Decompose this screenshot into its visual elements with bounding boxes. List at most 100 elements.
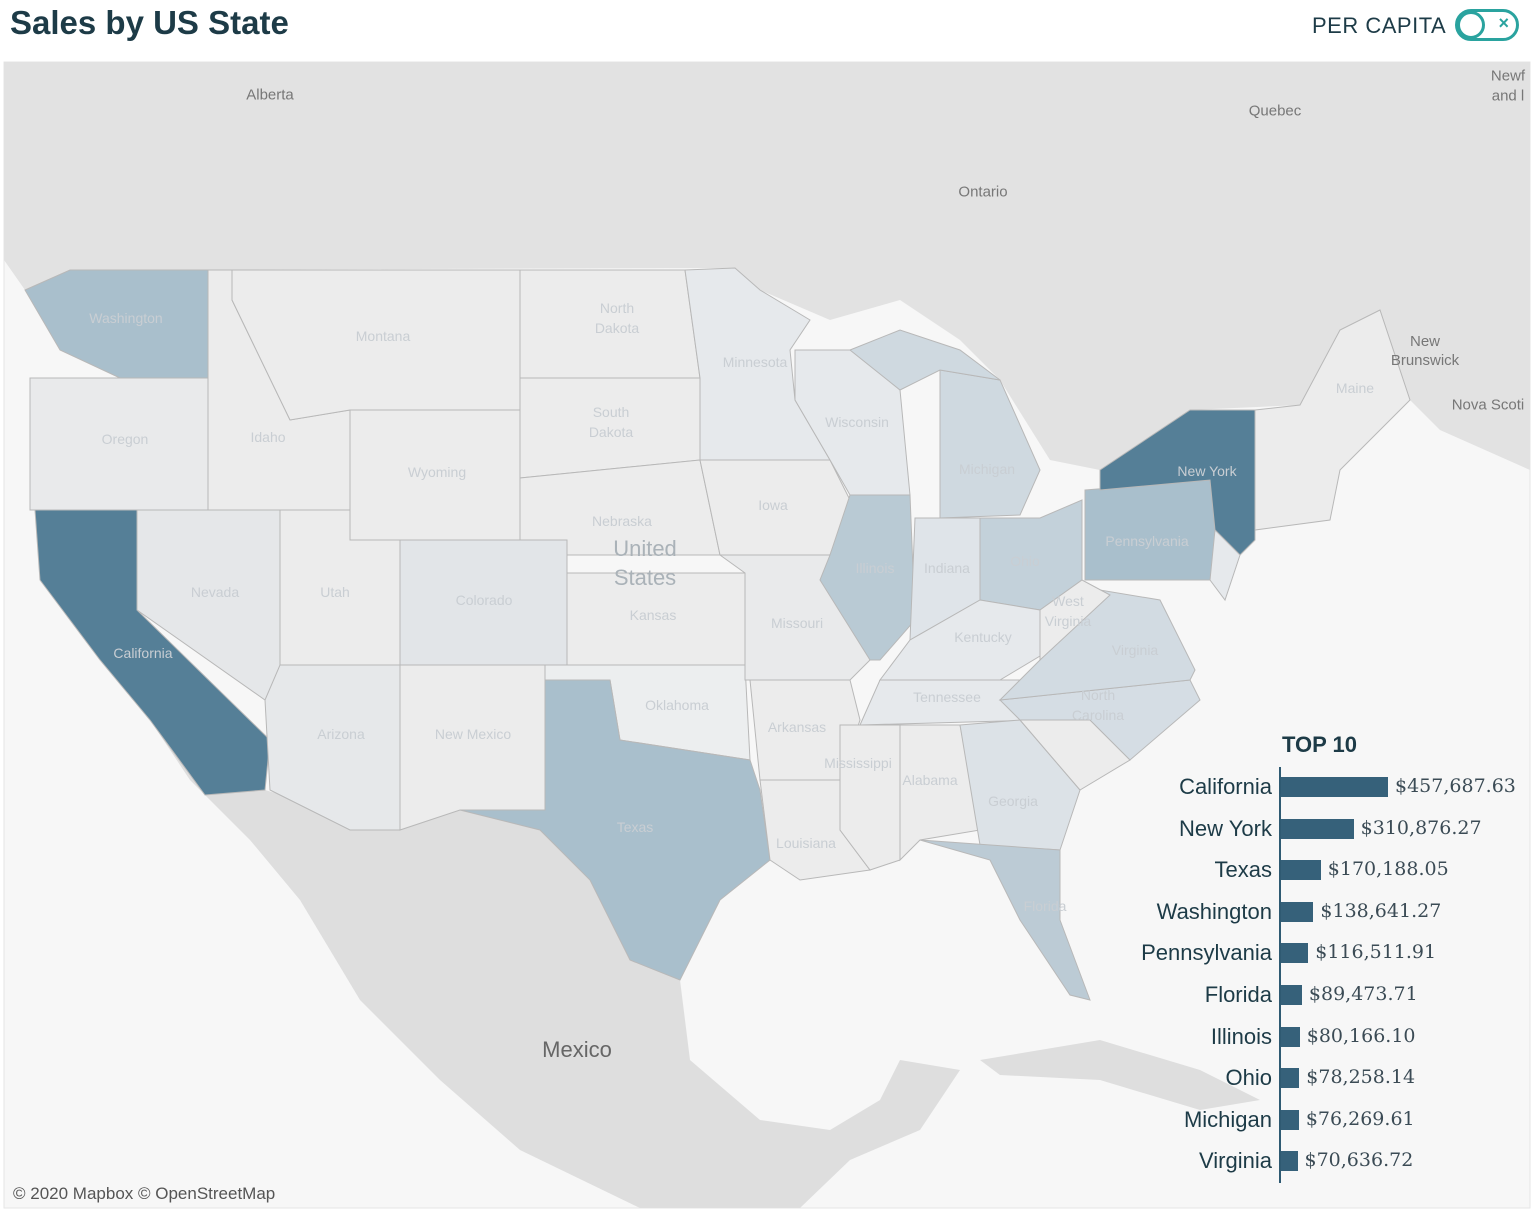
state-california <box>34 509 271 796</box>
state-label: Illinois <box>855 560 895 576</box>
region-label: Newf <box>1490 67 1526 85</box>
country-label-mexico: Mexico <box>542 1037 612 1062</box>
country-label-us: United <box>613 536 677 561</box>
state-new-england <box>1254 309 1411 531</box>
state-label: Ohio <box>1010 553 1040 569</box>
map-attribution: © 2020 Mapbox © OpenStreetMap <box>13 1184 276 1203</box>
bar-label: Michigan <box>1183 1106 1272 1132</box>
state-minnesota <box>684 267 831 461</box>
dashboard-title: Sales by US State <box>10 4 289 41</box>
state-label: North <box>599 300 635 316</box>
bar-california[interactable] <box>1281 777 1388 797</box>
state-michigan-up <box>849 329 1001 391</box>
state-label: Pennsylvania <box>1105 533 1189 549</box>
state-label: New Mexico <box>434 726 512 742</box>
state-label: Arizona <box>317 726 365 742</box>
state-label: Idaho <box>250 429 286 445</box>
bar-value-label: $138,641.27 <box>1320 899 1442 922</box>
country-label-us: States <box>613 565 677 590</box>
bar-axis <box>1279 767 1281 1183</box>
state-label: West <box>1052 593 1084 609</box>
state-label: Missouri <box>770 615 824 631</box>
bar-ohio[interactable] <box>1281 1068 1300 1089</box>
state-label: Wisconsin <box>825 414 889 430</box>
x-icon: × <box>1498 13 1509 33</box>
state-label: Georgia <box>988 793 1038 809</box>
mexico-land <box>150 720 960 1208</box>
bar-value-label: $310,876.27 <box>1360 816 1482 839</box>
us-states <box>24 267 1411 1001</box>
per-capita-label: PER CAPITA <box>1312 13 1447 38</box>
state-label: Nebraska <box>592 513 652 529</box>
state-texas <box>459 679 771 981</box>
state-west-virginia <box>1039 579 1111 662</box>
state-label: Oklahoma <box>645 697 709 713</box>
state-label: Nevada <box>190 584 240 600</box>
state-label: Louisiana <box>776 835 836 851</box>
canada-land <box>4 62 1530 470</box>
state-label: Kansas <box>629 607 677 623</box>
bar-label: Ohio <box>1225 1065 1272 1091</box>
state-illinois <box>819 494 916 661</box>
state-label: Texas <box>616 819 654 835</box>
bar-value-label: $80,166.10 <box>1306 1024 1416 1047</box>
region-label: Alberta <box>246 86 294 104</box>
state-new-mexico <box>399 664 546 831</box>
state-label: Florida <box>1023 898 1067 914</box>
state-label: South <box>592 404 630 420</box>
region-label: Ontario <box>958 183 1008 201</box>
state-label: California <box>113 645 173 661</box>
bar-value-label: $76,269.61 <box>1305 1107 1415 1130</box>
region-label: New Brunswick <box>1390 333 1460 369</box>
state-label: Colorado <box>455 592 513 608</box>
bar-florida[interactable] <box>1281 985 1302 1005</box>
bar-value-label: $70,636.72 <box>1304 1149 1414 1172</box>
bar-label: California <box>1179 774 1272 799</box>
region-label: Nova Scoti <box>1451 396 1525 414</box>
bar-new-york[interactable] <box>1281 818 1354 839</box>
state-label: Maine <box>1335 380 1375 396</box>
state-label: Montana <box>355 328 411 344</box>
bar-label: Illinois <box>1210 1023 1272 1049</box>
state-label: Virginia <box>1111 642 1159 658</box>
region-label: Quebec <box>1248 102 1302 120</box>
state-label: Virginia <box>1044 613 1092 629</box>
state-pennsylvania <box>1084 479 1226 581</box>
per-capita-toggle[interactable]: × <box>1455 9 1519 41</box>
bar-washington[interactable] <box>1281 901 1314 922</box>
bar-texas[interactable] <box>1281 860 1321 881</box>
bar-value-label: $457,687.63 <box>1395 775 1516 797</box>
cuba-land <box>980 1040 1260 1110</box>
state-label: Dakota <box>594 320 640 336</box>
bar-label: Pennsylvania <box>1141 940 1272 966</box>
bar-pennsylvania[interactable] <box>1281 943 1309 964</box>
state-label: Tennessee <box>913 689 981 705</box>
bar-michigan[interactable] <box>1281 1109 1299 1130</box>
state-label: North <box>1080 687 1116 703</box>
bar-virginia[interactable] <box>1281 1151 1298 1172</box>
state-label: Michigan <box>958 461 1016 477</box>
bar-value-label: $89,473.71 <box>1308 983 1418 1005</box>
bar-label: Virginia <box>1199 1148 1272 1174</box>
bar-label: Texas <box>1214 857 1272 883</box>
state-label: Kentucky <box>954 629 1012 645</box>
state-georgia <box>959 719 1081 851</box>
bar-illinois[interactable] <box>1281 1026 1300 1047</box>
state-label: Arkansas <box>767 719 827 735</box>
state-label: Oregon <box>101 431 149 447</box>
bar-value-label: $78,258.14 <box>1306 1066 1416 1089</box>
state-florida <box>919 839 1091 1001</box>
bar-value-label: $116,511.91 <box>1315 941 1437 964</box>
top10-title: TOP 10 <box>1282 732 1358 757</box>
toggle-knob <box>1457 11 1485 39</box>
state-label: New York <box>1177 463 1237 479</box>
bar-value-label: $170,188.05 <box>1327 858 1449 881</box>
state-alabama <box>899 724 981 862</box>
state-label: Mississippi <box>824 755 892 771</box>
state-label: Wyoming <box>407 464 467 480</box>
region-label: and l <box>1491 87 1525 105</box>
state-label: Iowa <box>758 497 788 513</box>
state-label: Alabama <box>902 772 958 788</box>
bar-label: Florida <box>1204 982 1272 1007</box>
